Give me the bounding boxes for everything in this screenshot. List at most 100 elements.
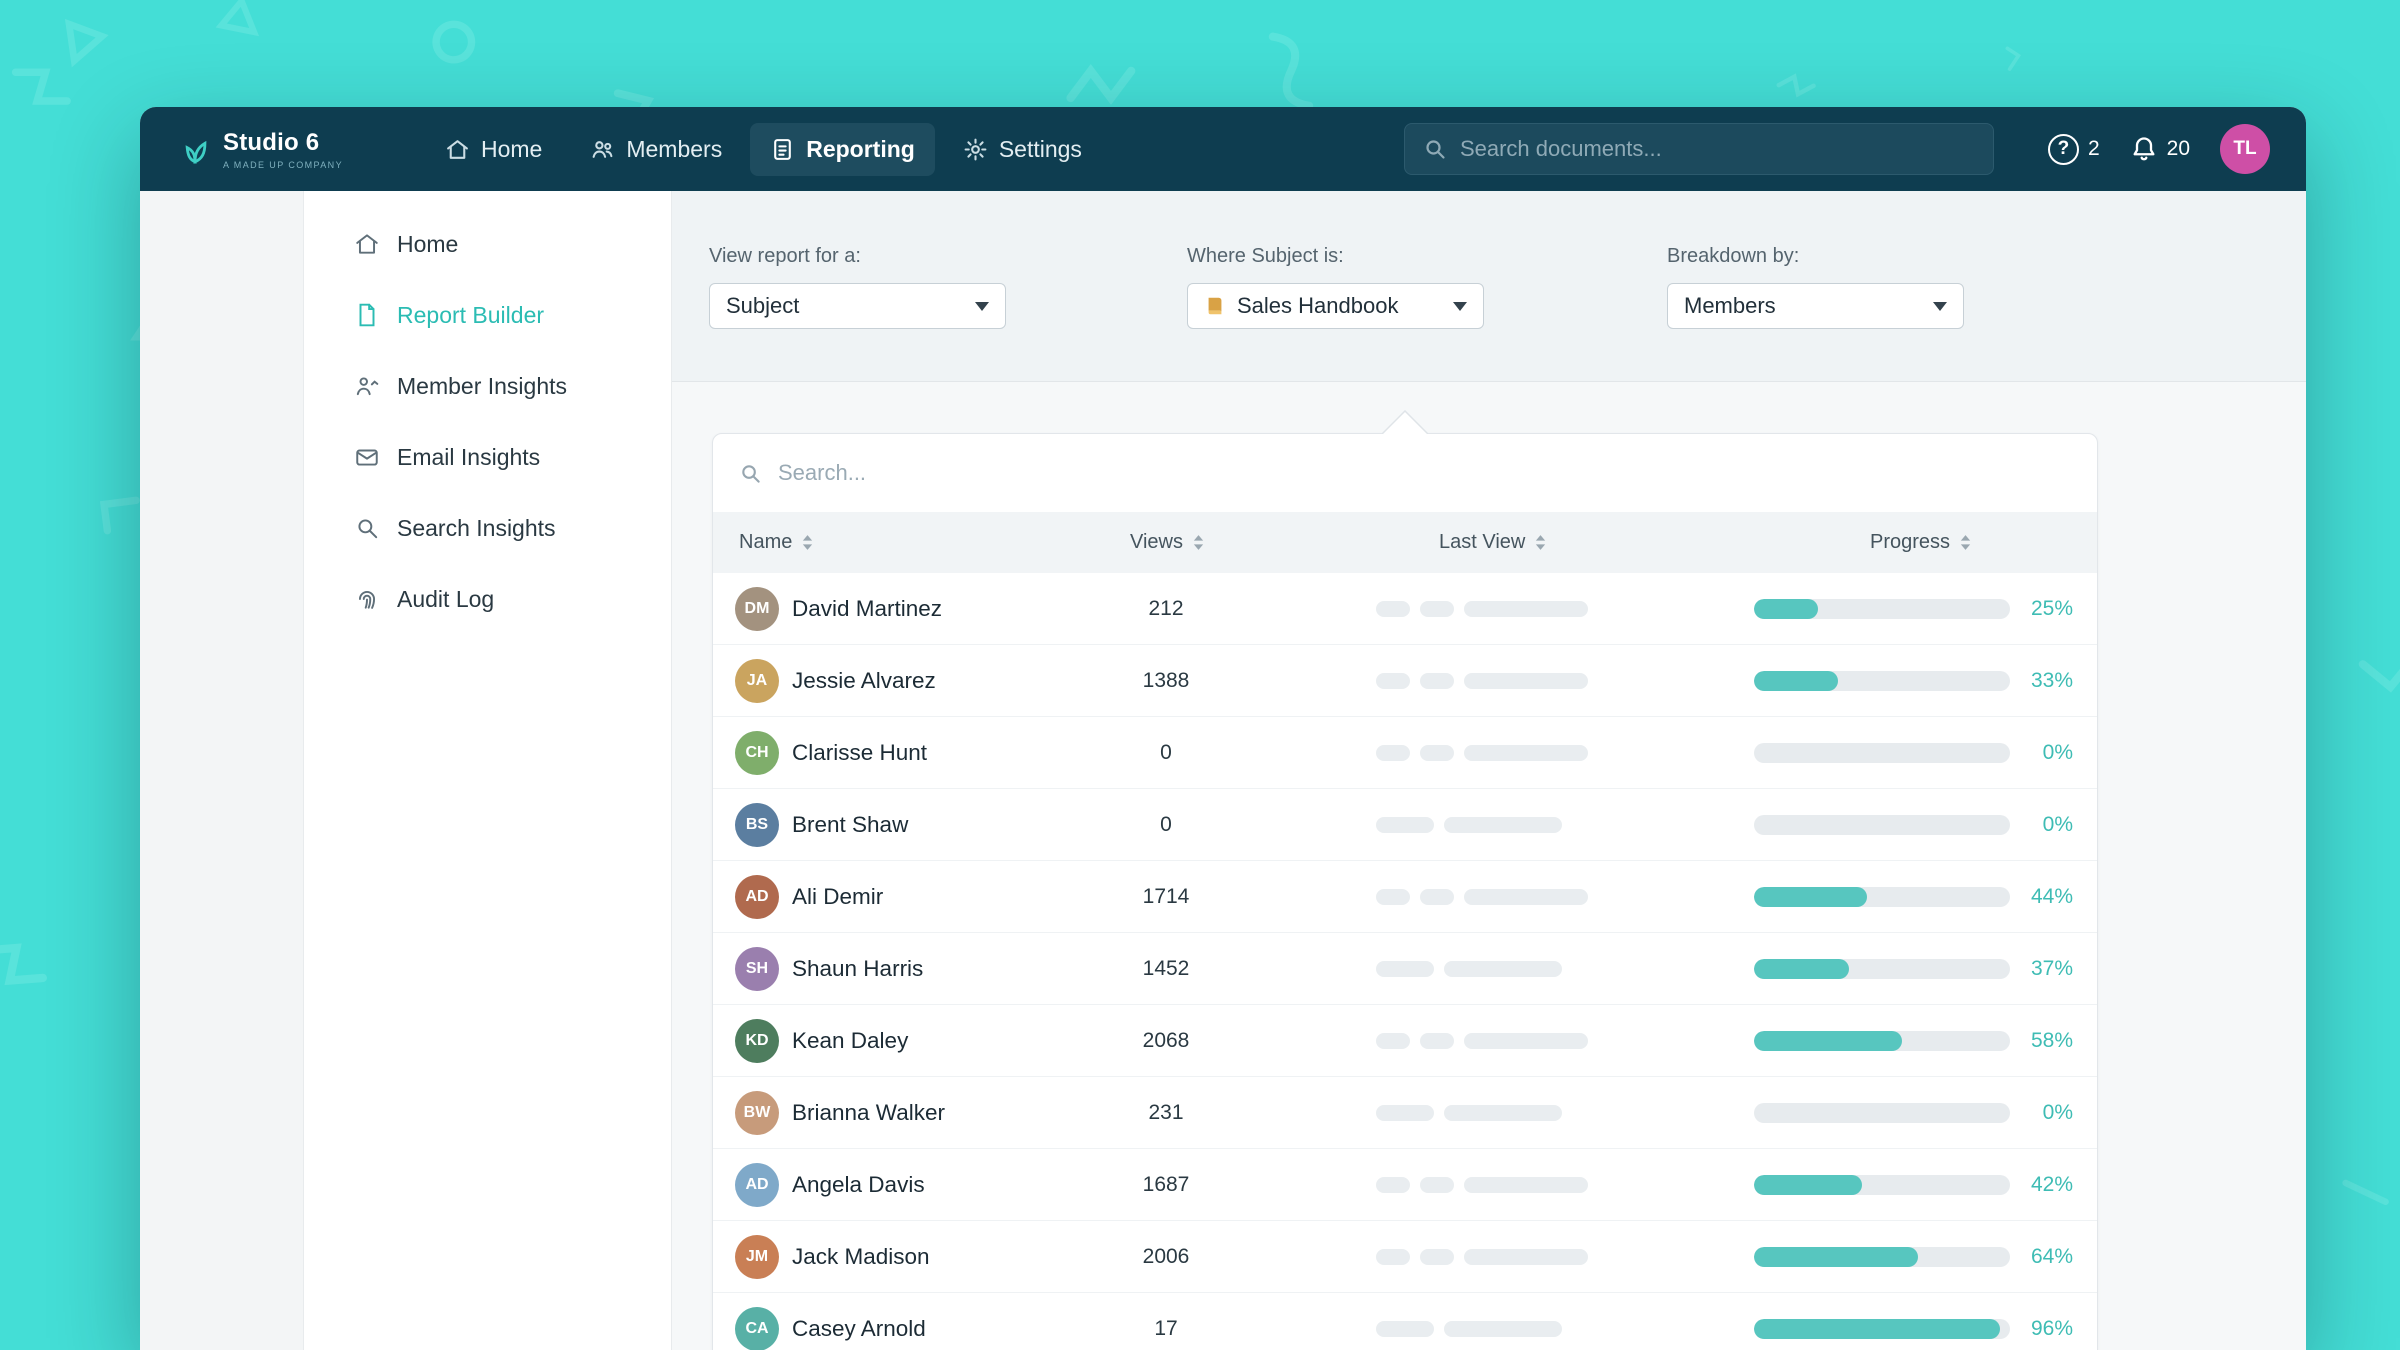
chevron-down-icon — [975, 301, 989, 311]
member-name: Angela Davis — [792, 1172, 925, 1197]
dropdown-value: Members — [1684, 293, 1776, 318]
table-row[interactable]: BW Brianna Walker 231 0% — [713, 1077, 2097, 1149]
top-navigation-bar: Studio 6 A MADE UP COMPANY Home Members … — [140, 107, 2306, 191]
avatar: AD — [735, 875, 779, 919]
member-chart-icon — [354, 373, 380, 399]
table-row[interactable]: KD Kean Daley 2068 58% — [713, 1005, 2097, 1077]
avatar: KD — [735, 1019, 779, 1063]
user-avatar[interactable]: TL — [2220, 124, 2270, 174]
skeleton-pill — [1376, 889, 1410, 905]
skeleton-pill — [1376, 745, 1410, 761]
envelope-icon — [354, 444, 380, 470]
global-search[interactable] — [1403, 123, 1994, 175]
avatar: JM — [735, 1235, 779, 1279]
progress-bar — [1754, 887, 2010, 907]
skeleton-pill — [1464, 673, 1588, 689]
gear-icon — [964, 138, 987, 160]
member-name: Kean Daley — [792, 1028, 909, 1053]
last-view-placeholder — [1376, 573, 1588, 645]
nav-reporting-label: Reporting — [806, 135, 915, 162]
breakdown-dropdown[interactable]: Members — [1667, 283, 1964, 329]
column-header-views[interactable]: Views — [1130, 512, 1205, 573]
column-header-name[interactable]: Name — [739, 512, 814, 573]
app-logo[interactable]: Studio 6 A MADE UP COMPANY — [178, 129, 343, 170]
table-row[interactable]: SH Shaun Harris 1452 37% — [713, 933, 2097, 1005]
table-row[interactable]: CH Clarisse Hunt 0 0% — [713, 717, 2097, 789]
avatar: DM — [735, 587, 779, 631]
table-search-input[interactable] — [778, 460, 2071, 486]
skeleton-pill — [1420, 1033, 1454, 1049]
sidebar-item-label: Report Builder — [397, 301, 545, 328]
help-count: 2 — [2087, 137, 2100, 160]
filter-where-subject-is: Where Subject is: Sales Handbook — [1187, 245, 1484, 329]
progress-fill — [1754, 1319, 2000, 1339]
skeleton-pill — [1464, 745, 1588, 761]
sidebar-item-label: Email Insights — [397, 443, 541, 470]
member-name: Shaun Harris — [792, 956, 924, 981]
table-row[interactable]: CA Casey Arnold 17 96% — [713, 1293, 2097, 1350]
report-type-dropdown[interactable]: Subject — [709, 283, 1006, 329]
skeleton-pill — [1376, 673, 1410, 689]
table-row[interactable]: AD Angela Davis 1687 42% — [713, 1149, 2097, 1221]
last-view-placeholder — [1376, 1005, 1588, 1077]
table-row[interactable]: DM David Martinez 212 25% — [713, 573, 2097, 645]
avatar: AD — [735, 1163, 779, 1207]
views-value: 0 — [1160, 813, 1172, 836]
skeleton-pill — [1376, 1177, 1410, 1193]
views-value: 17 — [1154, 1317, 1178, 1340]
column-header-progress[interactable]: Progress — [1870, 512, 1972, 573]
skeleton-pill — [1420, 745, 1454, 761]
avatar: JA — [735, 659, 779, 703]
last-view-placeholder — [1376, 789, 1562, 861]
sidebar-item-email-insights[interactable]: Email Insights — [304, 428, 671, 486]
table-row[interactable]: AD Ali Demir 1714 44% — [713, 861, 2097, 933]
sidebar-item-search-insights[interactable]: Search Insights — [304, 499, 671, 557]
sidebar-item-label: Home — [397, 230, 459, 257]
table-row[interactable]: BS Brent Shaw 0 0% — [713, 789, 2097, 861]
fingerprint-icon — [354, 586, 380, 612]
progress-percent: 96% — [2030, 1317, 2073, 1340]
sidebar-gutter — [140, 191, 304, 1350]
nav-members[interactable]: Members — [570, 123, 742, 176]
avatar: CH — [735, 731, 779, 775]
help-icon: ? — [2047, 133, 2079, 165]
table-row[interactable]: JA Jessie Alvarez 1388 33% — [713, 645, 2097, 717]
member-name: Jack Madison — [792, 1244, 930, 1269]
skeleton-pill — [1464, 1249, 1588, 1265]
sort-icon — [1536, 535, 1546, 550]
progress-fill — [1754, 1247, 1918, 1267]
magnifier-icon — [354, 515, 380, 541]
progress-bar — [1754, 1247, 2010, 1267]
nav-home[interactable]: Home — [425, 123, 562, 176]
sidebar-item-home[interactable]: Home — [304, 215, 671, 273]
global-search-input[interactable] — [1459, 136, 1975, 162]
progress-bar — [1754, 1319, 2010, 1339]
progress-percent: 0% — [2042, 1101, 2073, 1124]
app-subtitle: A MADE UP COMPANY — [223, 159, 343, 170]
filter-breakdown-by: Breakdown by: Members — [1667, 245, 1964, 329]
sidebar-item-report-builder[interactable]: Report Builder — [304, 286, 671, 344]
skeleton-pill — [1420, 889, 1454, 905]
last-view-placeholder — [1376, 933, 1562, 1005]
sidebar-item-audit-log[interactable]: Audit Log — [304, 570, 671, 628]
topbar-actions: ? 2 20 TL — [2047, 124, 2270, 174]
progress-percent: 25% — [2030, 597, 2073, 620]
notifications-button[interactable]: 20 — [2130, 135, 2190, 163]
column-header-last-view[interactable]: Last View — [1439, 512, 1547, 573]
table-row[interactable]: JM Jack Madison 2006 64% — [713, 1221, 2097, 1293]
subject-dropdown[interactable]: Sales Handbook — [1187, 283, 1484, 329]
nav-settings[interactable]: Settings — [943, 123, 1102, 176]
skeleton-pill — [1376, 1249, 1410, 1265]
skeleton-pill — [1464, 601, 1588, 617]
progress-bar — [1754, 1103, 2010, 1123]
sidebar-item-member-insights[interactable]: Member Insights — [304, 357, 671, 415]
progress-percent: 64% — [2030, 1245, 2073, 1268]
help-button[interactable]: ? 2 — [2047, 133, 2100, 165]
table-search[interactable] — [713, 434, 2097, 512]
progress-percent: 0% — [2042, 741, 2073, 764]
progress-fill — [1754, 887, 1867, 907]
nav-reporting[interactable]: Reporting — [750, 122, 935, 176]
progress-bar — [1754, 1031, 2010, 1051]
skeleton-pill — [1420, 673, 1454, 689]
sort-icon — [1960, 535, 1971, 550]
